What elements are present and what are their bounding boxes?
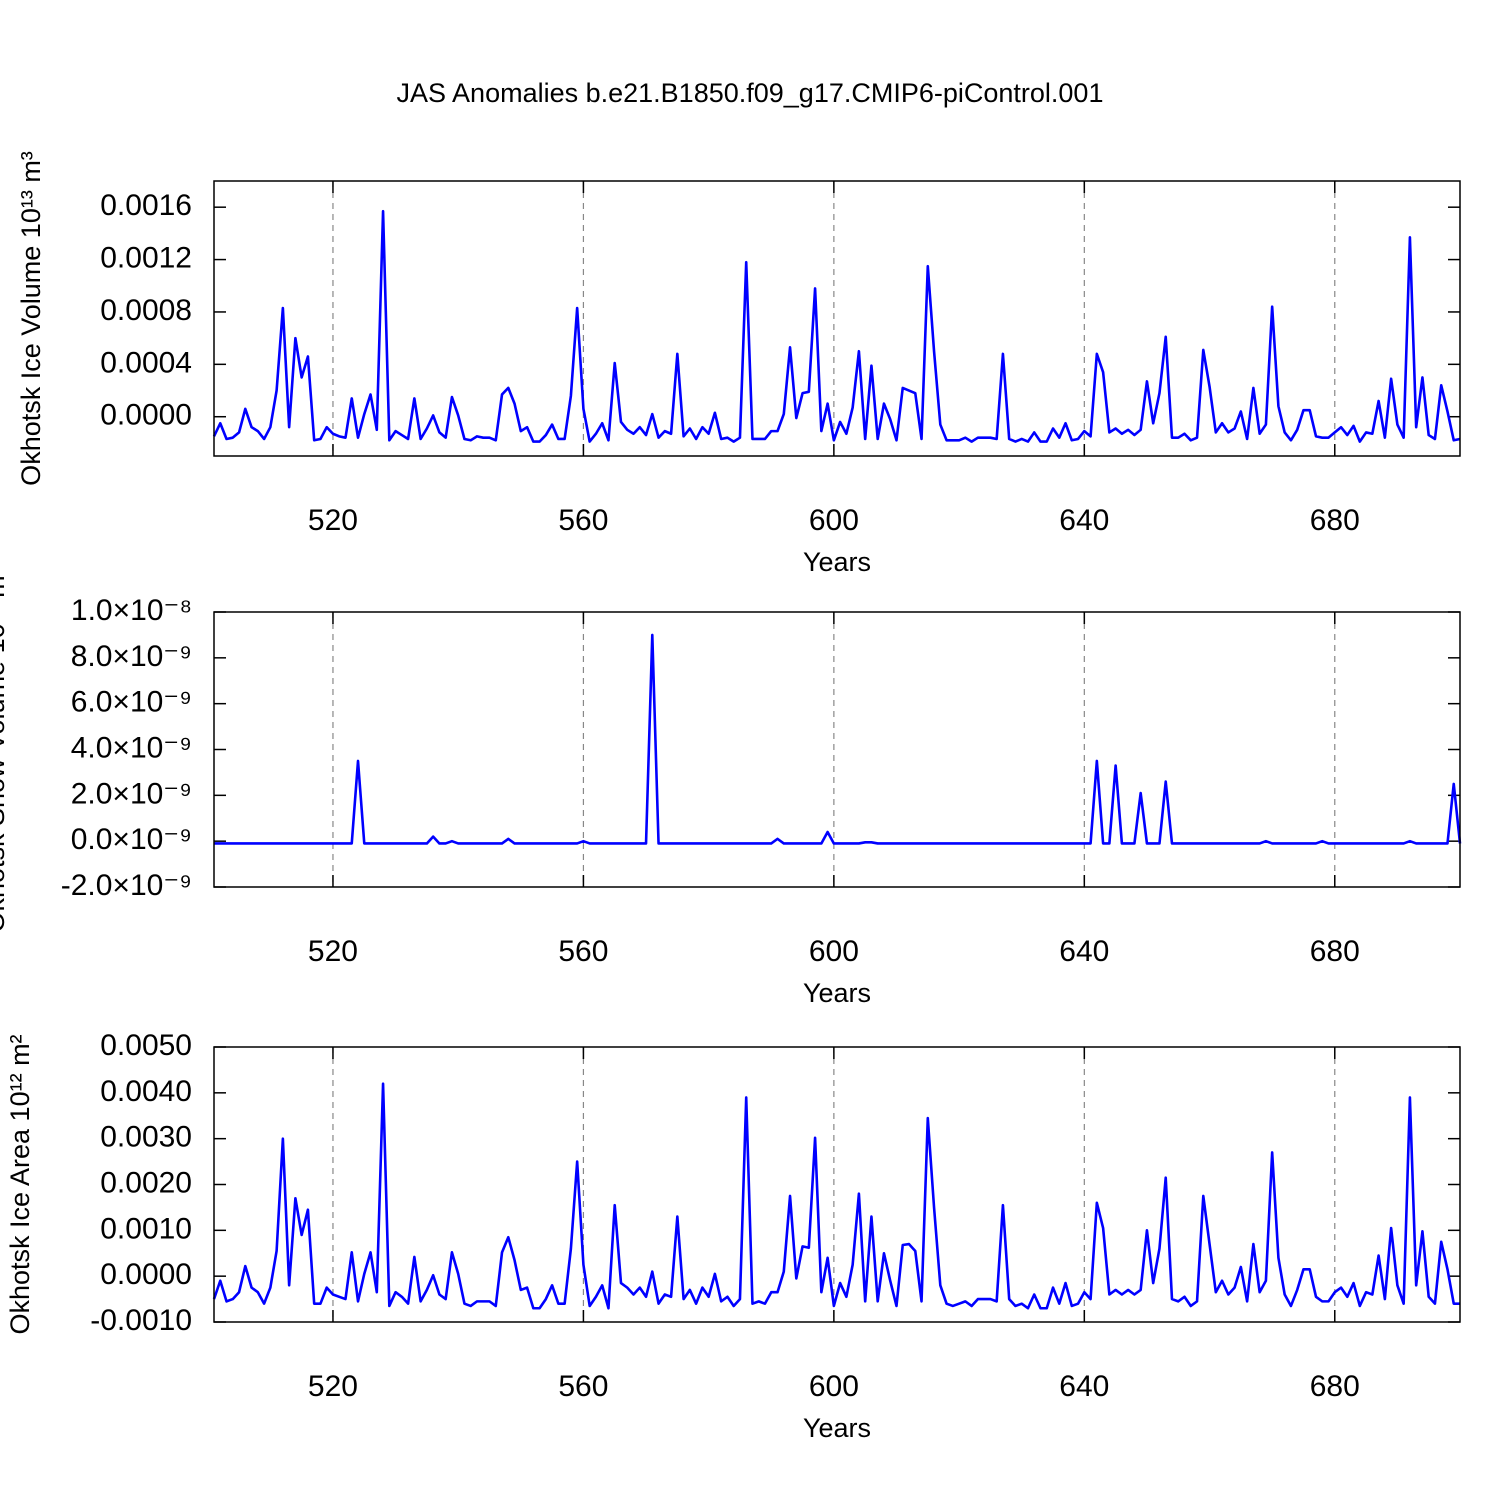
x-tick-label: 680 [1310, 1370, 1360, 1403]
y-tick-label: 0.0020 [100, 1166, 192, 1199]
y-axis-label: Okhotsk Ice Volume 10¹³ m³ [16, 151, 46, 486]
y-axis-label: Okhotsk Snow Volume 10¹³ m³ [0, 566, 10, 932]
y-tick-label: 0.0008 [100, 294, 192, 327]
y-tick-label: 0.0000 [100, 399, 192, 432]
y-tick-label: -0.0010 [90, 1304, 192, 1337]
x-axis-label: Years [803, 1413, 871, 1443]
x-tick-label: 520 [308, 935, 358, 968]
y-tick-label: 4.0×10⁻⁹ [71, 731, 192, 764]
y-tick-label: 0.0040 [100, 1075, 192, 1108]
y-tick-label: 0.0004 [100, 346, 192, 379]
data-line [212, 1082, 1460, 1310]
y-tick-label: 6.0×10⁻⁹ [71, 686, 192, 719]
y-tick-label: 2.0×10⁻⁹ [71, 777, 192, 810]
x-tick-label: 560 [558, 504, 608, 537]
y-tick-label: 0.0030 [100, 1121, 192, 1154]
x-tick-label: 600 [809, 504, 859, 537]
x-tick-label: 520 [308, 1370, 358, 1403]
x-tick-label: 600 [809, 1370, 859, 1403]
x-tick-label: 680 [1310, 935, 1360, 968]
data-line [212, 209, 1461, 443]
y-tick-label: 0.0000 [100, 1258, 192, 1291]
plot-frame [213, 611, 1461, 888]
x-tick-label: 560 [558, 1370, 608, 1403]
data-line [214, 633, 1462, 845]
y-tick-label: 0.0050 [100, 1029, 192, 1062]
x-axis-label: Years [803, 547, 871, 577]
y-tick-label: 8.0×10⁻⁹ [71, 640, 192, 673]
x-axis-label: Years [803, 978, 871, 1008]
y-tick-label: 0.0016 [100, 189, 192, 222]
y-tick-label: 0.0012 [100, 241, 192, 274]
y-tick-label: 1.0×10⁻⁸ [71, 594, 192, 627]
figure-title: JAS Anomalies b.e21.B1850.f09_g17.CMIP6-… [397, 78, 1104, 108]
x-tick-label: 600 [809, 935, 859, 968]
plot-frame [213, 1046, 1461, 1323]
x-tick-label: 640 [1059, 935, 1109, 968]
y-tick-label: -2.0×10⁻⁹ [61, 869, 192, 902]
plot-frame [213, 180, 1461, 457]
x-tick-label: 640 [1059, 1370, 1109, 1403]
x-tick-label: 560 [558, 935, 608, 968]
x-tick-label: 520 [308, 504, 358, 537]
y-tick-label: 0.0×10⁻⁹ [71, 823, 192, 856]
x-tick-label: 640 [1059, 504, 1109, 537]
x-tick-label: 680 [1310, 504, 1360, 537]
y-tick-label: 0.0010 [100, 1212, 192, 1245]
y-axis-label: Okhotsk Ice Area 10¹² m² [5, 1034, 35, 1334]
